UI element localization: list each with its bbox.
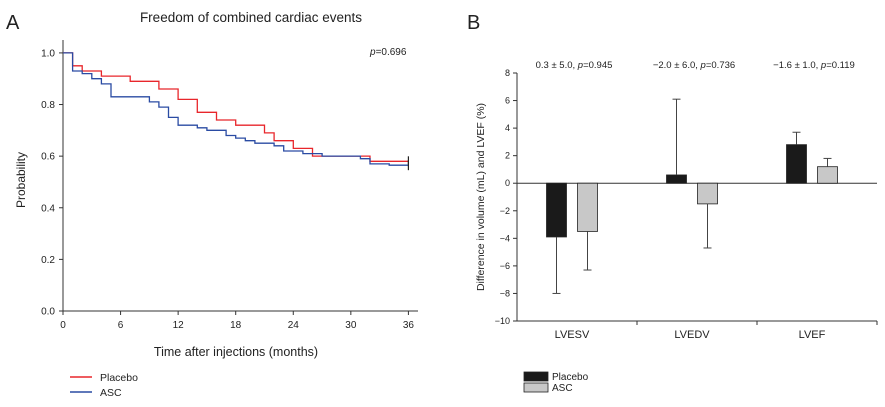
x-tick-label: 24 <box>288 320 300 331</box>
y-tick-label: −8 <box>500 288 510 298</box>
y-tick-label: 2 <box>505 151 510 161</box>
chart-b-legend: Placebo ASC <box>523 371 589 394</box>
series-line-placebo <box>63 52 409 162</box>
bar-asc-lvesv <box>577 182 598 232</box>
category-label: LVEDV <box>674 329 710 341</box>
x-tick-label: 0 <box>60 320 66 331</box>
legend-a-placebo-label: Placebo <box>100 372 138 384</box>
category-label: LVESV <box>555 329 590 341</box>
significance-annotation: 0.3 ± 5.0, p=0.945 <box>536 60 613 71</box>
chart-b-bars <box>546 98 838 294</box>
y-tick-label: 6 <box>505 96 510 106</box>
chart-a-title: Freedom of combined cardiac events <box>140 10 362 25</box>
chart-a-lines <box>63 52 410 171</box>
series-line-asc <box>63 52 409 166</box>
significance-annotation: −1.6 ± 1.0, p=0.119 <box>773 60 855 71</box>
chart-a-legend: Placebo ASC <box>70 372 138 399</box>
category-label: LVEF <box>799 329 826 341</box>
bar-placebo-lvesv <box>546 182 567 238</box>
y-tick-label: 0 <box>505 178 510 188</box>
y-tick-label: −4 <box>500 233 510 243</box>
x-tick-label: 18 <box>230 320 242 331</box>
x-tick-label: 6 <box>118 320 124 331</box>
y-tick-label: 1.0 <box>41 48 55 59</box>
y-tick-label: −10 <box>495 316 510 326</box>
bar-asc-lvedv <box>697 182 718 205</box>
y-tick-label: −6 <box>500 261 510 271</box>
chart-b-axes: 8 6 4 2 0 −2 −4 −6 −8 −10 LVESV LVEDV LVEF <box>495 68 878 341</box>
x-tick-label: 12 <box>173 320 185 331</box>
bar-placebo-lvedv <box>666 174 687 184</box>
y-tick-label: 0.8 <box>41 100 55 111</box>
legend-b-asc-label: ASC <box>552 383 573 394</box>
x-tick-label: 36 <box>403 320 415 331</box>
chart-a-xlabel: Time after injections (months) <box>154 345 318 359</box>
panel-a-label: A <box>6 12 20 34</box>
y-tick-label: 8 <box>505 68 510 78</box>
y-tick-label: 0.2 <box>41 255 55 266</box>
chart-a-pvalue: p=0.696 <box>369 47 407 58</box>
legend-b-placebo-swatch <box>523 371 549 382</box>
panel-b-label: B <box>467 12 480 34</box>
legend-b-placebo-label: Placebo <box>552 372 589 383</box>
y-tick-label: −2 <box>500 206 510 216</box>
chart-a-ylabel: Probability <box>14 152 28 208</box>
x-tick-label: 30 <box>345 320 357 331</box>
y-tick-label: 0.6 <box>41 152 55 163</box>
significance-annotation: −2.0 ± 6.0, p=0.736 <box>653 60 735 71</box>
chart-a-axes: 0.0 0.2 0.4 0.6 0.8 1.0 0 6 12 18 24 30 36 <box>41 40 418 331</box>
chart-b-ylabel: Difference in volume (mL) and LVEF (%) <box>475 103 487 291</box>
legend-a-asc-label: ASC <box>100 387 122 399</box>
bar-placebo-lvef <box>786 144 807 184</box>
y-tick-label: 4 <box>505 123 510 133</box>
bar-asc-lvef <box>817 166 838 184</box>
y-tick-label: 0.4 <box>41 203 55 214</box>
legend-b-asc-swatch <box>523 382 549 393</box>
y-tick-label: 0.0 <box>41 307 55 318</box>
chart-b-annotations: 0.3 ± 5.0, p=0.945 −2.0 ± 6.0, p=0.736 −1.… <box>536 60 855 71</box>
